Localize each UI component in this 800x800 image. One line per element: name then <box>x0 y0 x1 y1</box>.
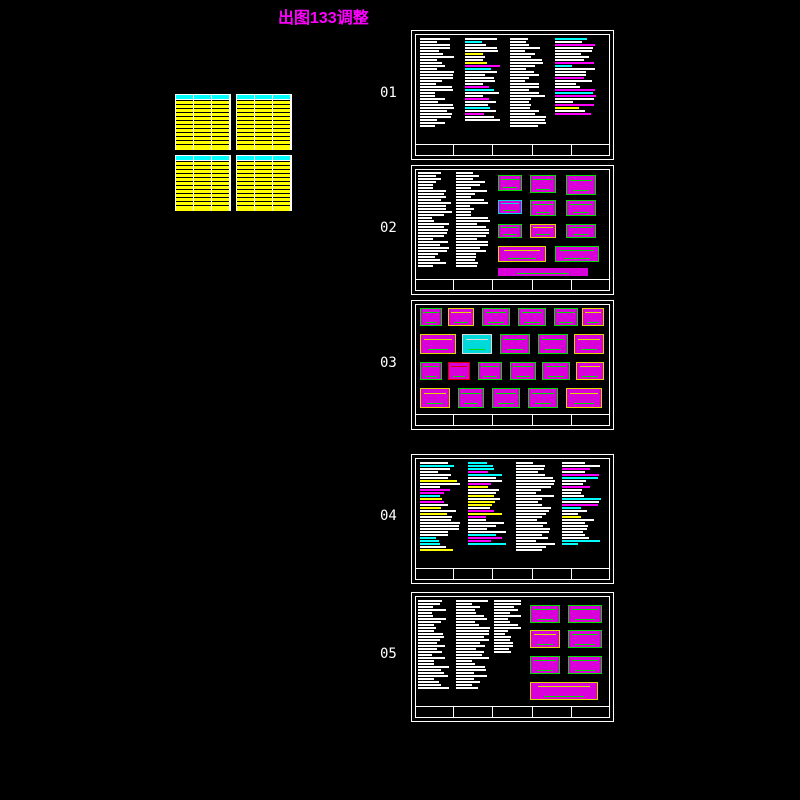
detail-drawing <box>530 630 560 648</box>
detail-drawing <box>530 605 560 623</box>
detail-drawing <box>498 246 546 262</box>
detail-drawing <box>568 656 602 674</box>
index-table <box>175 94 231 150</box>
text-column <box>418 172 452 267</box>
text-column <box>456 172 490 267</box>
detail-drawing <box>420 308 442 326</box>
index-table <box>175 155 231 211</box>
detail-drawing <box>582 308 604 326</box>
detail-drawing <box>500 334 530 354</box>
title-block <box>415 706 610 718</box>
index-table <box>236 94 292 150</box>
detail-drawing <box>420 362 442 380</box>
text-column <box>456 600 490 689</box>
text-column <box>420 38 458 127</box>
detail-drawing <box>530 656 560 674</box>
detail-drawing <box>510 362 536 380</box>
title-block <box>415 144 610 156</box>
detail-drawing <box>498 268 588 276</box>
index-table <box>236 155 292 211</box>
text-column <box>418 600 452 689</box>
detail-drawing <box>568 605 602 623</box>
detail-drawing <box>420 388 450 408</box>
text-column <box>494 600 522 653</box>
sheet-label: 04 <box>380 508 397 524</box>
sheet-label: 05 <box>380 646 397 662</box>
page-title: 出图133调整 <box>278 4 369 28</box>
title-block <box>415 279 610 291</box>
detail-drawing <box>478 362 502 380</box>
text-column <box>510 38 548 127</box>
detail-drawing <box>530 224 556 238</box>
detail-drawing <box>420 334 456 354</box>
detail-drawing <box>574 334 604 354</box>
detail-drawing <box>528 388 558 408</box>
detail-drawing <box>518 308 546 326</box>
text-column <box>465 38 501 121</box>
detail-drawing <box>448 362 470 380</box>
detail-drawing <box>542 362 570 380</box>
detail-drawing <box>462 334 492 354</box>
sheet-label: 02 <box>380 220 397 236</box>
detail-drawing <box>566 224 596 238</box>
detail-drawing <box>482 308 510 326</box>
detail-drawing <box>530 682 598 700</box>
text-column <box>555 38 597 115</box>
detail-drawing <box>498 224 522 238</box>
sheet-label: 01 <box>380 85 397 101</box>
detail-drawing <box>530 175 556 193</box>
detail-drawing <box>448 308 474 326</box>
detail-drawing <box>538 334 568 354</box>
title-block <box>415 414 610 426</box>
text-column <box>468 462 508 545</box>
detail-drawing <box>566 200 596 216</box>
detail-drawing <box>566 388 602 408</box>
text-column <box>562 462 602 545</box>
detail-drawing <box>530 200 556 216</box>
detail-drawing <box>498 200 522 214</box>
detail-drawing <box>554 308 578 326</box>
detail-drawing <box>568 630 602 648</box>
title-block <box>415 568 610 580</box>
detail-drawing <box>458 388 484 408</box>
text-column <box>516 462 556 551</box>
detail-drawing <box>576 362 604 380</box>
text-column <box>420 462 460 551</box>
detail-drawing <box>498 175 522 191</box>
sheet-label: 03 <box>380 355 397 371</box>
detail-drawing <box>555 246 599 262</box>
detail-drawing <box>566 175 596 195</box>
detail-drawing <box>492 388 520 408</box>
